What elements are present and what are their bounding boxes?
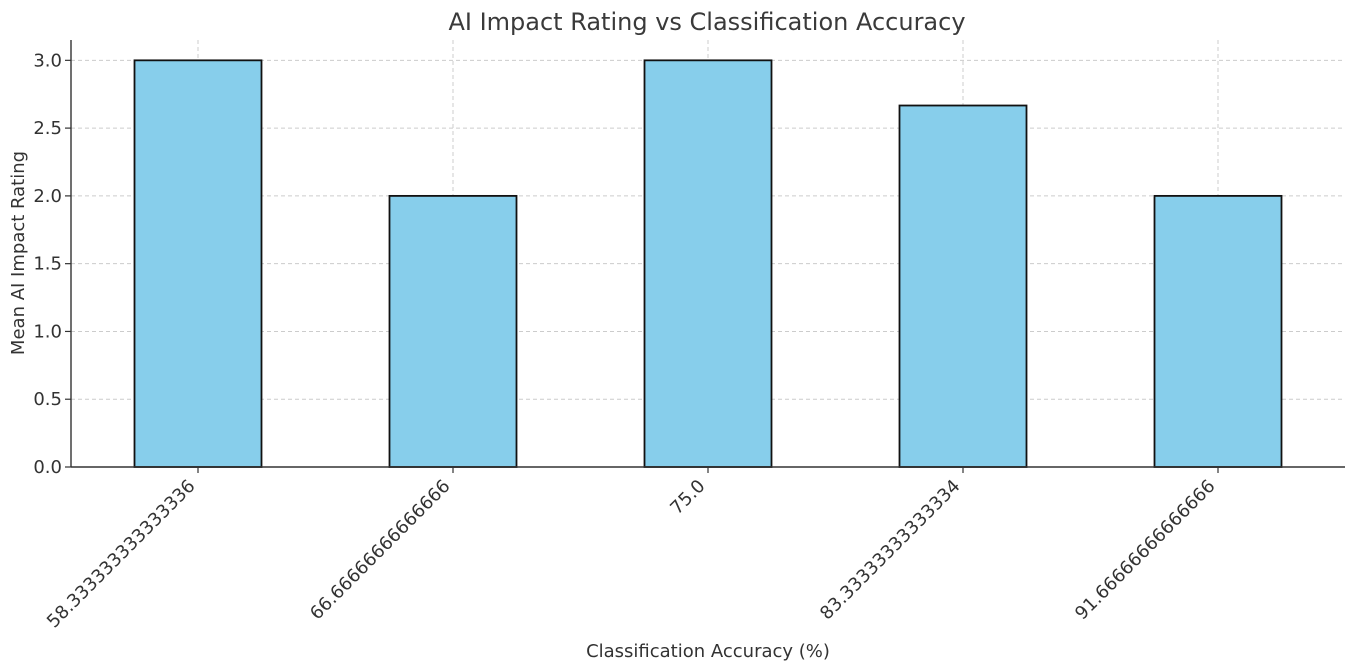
chart-title: AI Impact Rating vs Classification Accur… [448, 8, 965, 36]
y-tick-label: 2.0 [33, 186, 62, 207]
y-tick-label: 1.5 [33, 254, 62, 275]
x-tick-label: 83.33333333333334 [816, 476, 964, 624]
bar [133, 59, 263, 468]
bar [898, 104, 1028, 468]
bar [1153, 194, 1283, 468]
y-tick-label: 1.0 [33, 321, 62, 342]
bar [643, 59, 773, 468]
y-axis-label: Mean AI Impact Rating [8, 151, 29, 355]
y-tick-label: 2.5 [33, 118, 62, 139]
bars [133, 59, 1283, 468]
x-tick-label: 58.333333333333336 [43, 476, 200, 633]
x-tick-label: 91.66666666666666 [1071, 476, 1219, 624]
x-tick-label: 66.66666666666666 [306, 476, 454, 624]
x-axis-label: Classification Accuracy (%) [586, 641, 830, 662]
x-tick-labels: 58.333333333333336 66.66666666666666 75.0 8… [43, 476, 1220, 633]
y-tick-label: 0.0 [33, 457, 62, 478]
axes [65, 40, 1345, 473]
y-tick-label: 0.5 [33, 389, 62, 410]
y-tick-label: 3.0 [33, 50, 62, 71]
y-tick-labels: 0.0 0.5 1.0 1.5 2.0 2.5 3.0 [33, 50, 62, 478]
bar [388, 194, 518, 468]
x-tick-label: 75.0 [666, 476, 709, 519]
